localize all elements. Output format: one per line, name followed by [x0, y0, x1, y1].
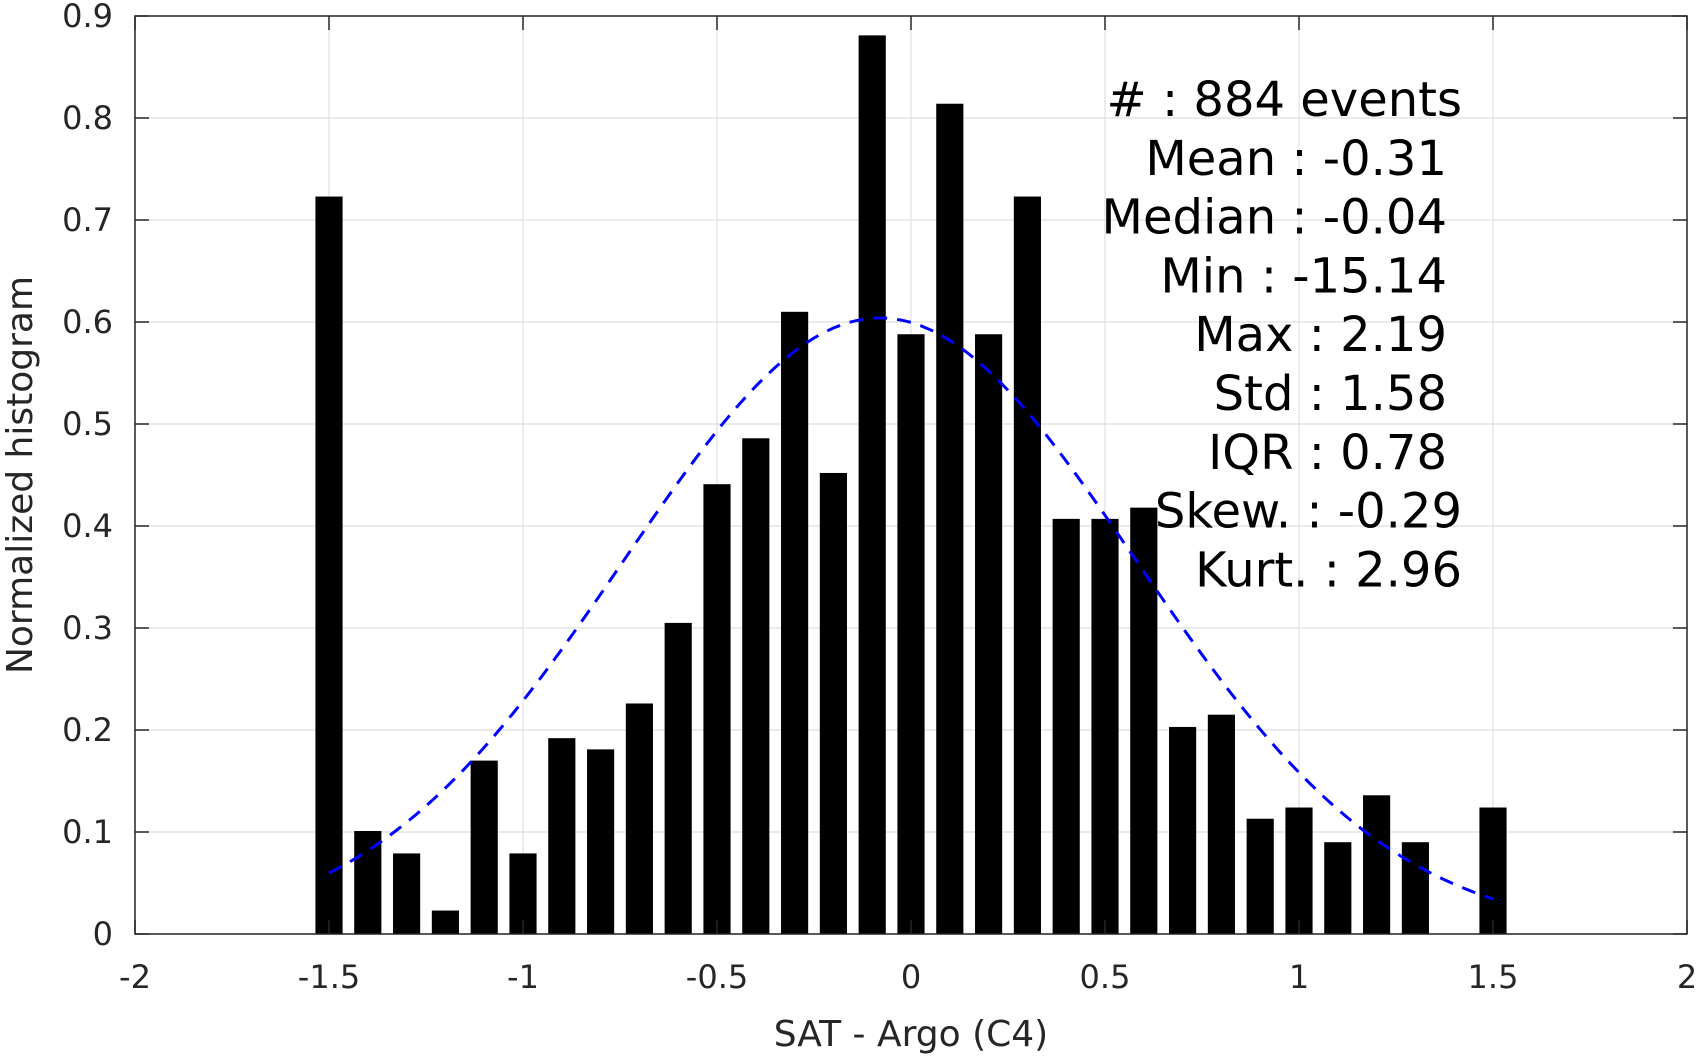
histogram-bar [703, 484, 731, 934]
stat-value: : -0.04 [1291, 190, 1447, 246]
histogram-bar [1401, 842, 1429, 934]
stat-line: Kurt. : 2.96 [1195, 542, 1462, 598]
axis-ticks [134, 15, 1688, 935]
histogram-bar [393, 853, 421, 934]
histogram-bar [431, 910, 459, 934]
histogram-bar [858, 35, 886, 934]
stat-value: : 2.19 [1309, 307, 1447, 363]
histogram-bar [315, 196, 343, 935]
stat-line: Max : 2.19 [1194, 307, 1447, 363]
y-tick-label: 0.4 [62, 507, 113, 545]
x-tick-labels: -2 -1.5 -1 -0.5 0 0.5 1 1.5 2 [119, 958, 1697, 996]
stat-line: # : 884 events [1106, 72, 1462, 128]
x-axis-label: SAT - Argo (C4) [774, 1014, 1048, 1055]
y-tick-label: 0 [93, 915, 113, 953]
histogram-bar [781, 311, 809, 934]
stat-label: Mean [1145, 131, 1291, 187]
stat-label: IQR [1208, 425, 1309, 481]
histogram-bar [742, 438, 770, 934]
y-tick-label: 0.9 [62, 0, 113, 35]
histogram-bar [664, 622, 692, 934]
y-axis-label: Normalized histogram [0, 276, 41, 674]
y-tick-label: 0.8 [62, 99, 113, 137]
x-tick-label: -2 [119, 958, 151, 996]
stat-line: Mean : -0.31 [1145, 131, 1447, 187]
x-tick-label: -1.5 [298, 958, 360, 996]
histogram-bar [819, 472, 847, 934]
stat-line: IQR : 0.78 [1208, 425, 1447, 481]
stat-value: : -0.29 [1306, 484, 1462, 540]
x-tick-label: 0.5 [1080, 958, 1131, 996]
histogram-bar [975, 334, 1003, 934]
histogram-bar [1013, 196, 1041, 935]
histogram-bar [1285, 807, 1313, 934]
histogram-bar [936, 103, 964, 935]
stat-value: : 884 events [1162, 72, 1462, 128]
histogram-bar [1363, 795, 1391, 934]
stat-label: # [1106, 72, 1161, 128]
histogram-bar [587, 749, 615, 934]
stat-label: Kurt. [1195, 542, 1324, 598]
stat-value: : 2.96 [1324, 542, 1462, 598]
histogram-bar [470, 760, 498, 934]
y-tick-label: 0.3 [62, 609, 113, 647]
stat-value: : 1.58 [1309, 366, 1447, 422]
histogram-bar [1324, 842, 1352, 934]
histogram-bar [1091, 518, 1119, 934]
bars [315, 35, 1507, 935]
stat-value: : 0.78 [1309, 425, 1447, 481]
histogram-bar [1479, 807, 1507, 934]
y-tick-label: 0.5 [62, 405, 113, 443]
histogram-bar [548, 738, 576, 934]
stat-label: Min [1160, 248, 1260, 304]
histogram-bar [1207, 714, 1235, 934]
stat-label: Median [1102, 190, 1292, 246]
x-tick-label: 2 [1677, 958, 1697, 996]
y-tick-label: 0.6 [62, 303, 113, 341]
stat-line: Min : -15.14 [1160, 248, 1447, 304]
stat-label: Skew. [1155, 484, 1306, 540]
y-tick-label: 0.7 [62, 201, 113, 239]
histogram-bar [1052, 518, 1080, 934]
stat-label: Std [1214, 366, 1309, 422]
stat-line: Std : 1.58 [1214, 366, 1447, 422]
x-tick-label: -0.5 [686, 958, 748, 996]
x-tick-label: 1 [1289, 958, 1309, 996]
histogram-bar [625, 703, 653, 934]
stat-label: Max [1194, 307, 1309, 363]
x-tick-label: 0 [901, 958, 921, 996]
histogram-bar [897, 334, 925, 934]
histogram-bar [354, 830, 382, 934]
histogram-bar [1169, 726, 1197, 934]
stat-value: : -0.31 [1291, 131, 1447, 187]
stat-line: Skew. : -0.29 [1155, 484, 1462, 540]
stat-line: Median : -0.04 [1102, 190, 1447, 246]
y-tick-labels: 0 0.1 0.2 0.3 0.4 0.5 0.6 0.7 0.8 0.9 [62, 0, 113, 953]
y-tick-label: 0.1 [62, 813, 113, 851]
x-tick-label: -1 [507, 958, 539, 996]
stat-value: : -15.14 [1261, 248, 1447, 304]
histogram-bar [1130, 507, 1158, 934]
y-tick-label: 0.2 [62, 711, 113, 749]
x-tick-label: 1.5 [1468, 958, 1519, 996]
histogram-bar [1246, 818, 1274, 934]
